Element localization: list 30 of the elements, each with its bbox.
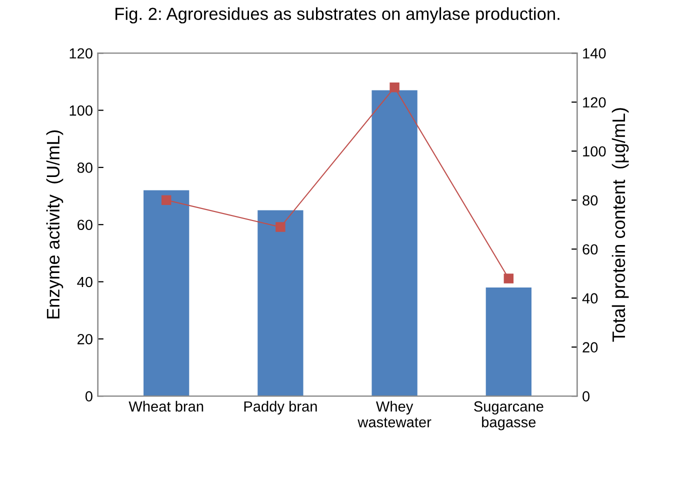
bar [144,190,190,396]
chart-title: Fig. 2: Agroresidues as substrates on amylase production. [116,7,560,24]
x-tick-label: Paddy bran [244,400,317,415]
y2-tick-label: 0 [582,391,590,402]
y2-tick-label: 40 [582,293,598,304]
y-tick-label: 100 [70,105,92,116]
y2-tick-label: 80 [582,195,598,206]
y2-axis-title: Total protein content (µg/mL) [612,108,629,342]
y-axis-title: Enzyme activity (U/mL) [46,130,64,318]
x-tick-label: Sugarcane bagasse [474,401,544,430]
y-tick-label: 120 [70,48,92,59]
y2-tick-label: 60 [582,244,598,255]
bar [258,210,304,396]
y2-tick-label: 120 [583,97,606,108]
bar [486,287,532,396]
y-tick-label: 20 [78,334,92,344]
y2-tick-label: 140 [583,48,606,59]
point [276,222,286,232]
bar [372,90,418,396]
x-tick-label: Whey wastewater [358,400,432,428]
y-tick-label: 60 [78,220,92,230]
y-tick-label: 40 [77,276,92,288]
y-tick-label: 0 [85,391,92,402]
x-tick-label: Wheat bran [128,400,204,412]
point [504,274,514,284]
y-tick-label: 80 [77,162,92,173]
point [390,82,400,92]
y2-tick-label: 100 [583,146,606,157]
y2-tick-label: 20 [582,342,598,352]
point [161,195,172,205]
